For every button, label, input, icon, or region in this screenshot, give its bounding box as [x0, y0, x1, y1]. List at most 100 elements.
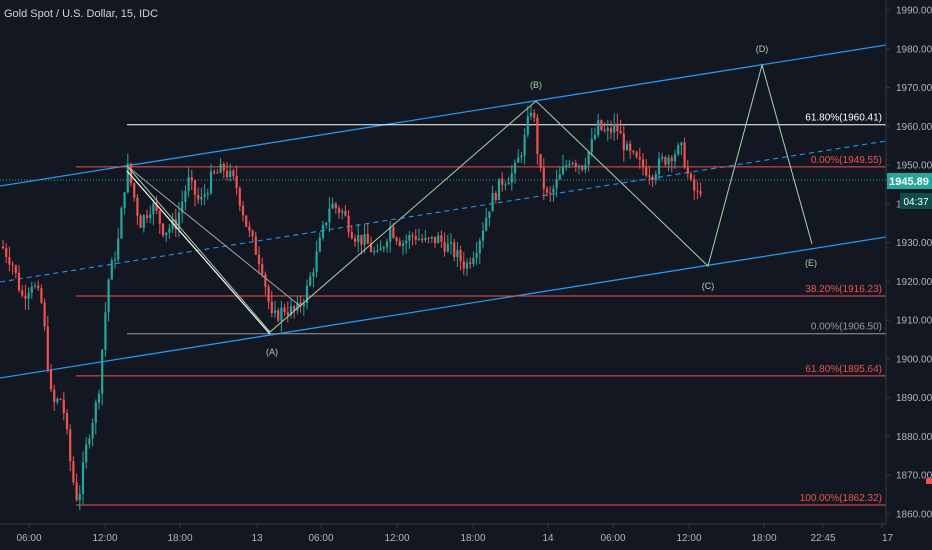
time-tick-label: 13	[251, 533, 263, 544]
time-tick-label: 22:45	[810, 533, 835, 544]
candle-body	[545, 188, 549, 193]
candle-body	[584, 164, 587, 170]
candle-body	[536, 117, 539, 155]
candle-body	[5, 248, 8, 257]
time-tick-label: 12:00	[676, 533, 701, 544]
price-tick-label: 1930.00	[896, 238, 932, 249]
candle-body	[321, 224, 325, 238]
candle-body	[139, 215, 142, 228]
candle-body	[539, 154, 542, 168]
candle-body	[350, 232, 353, 239]
candle-body	[699, 191, 702, 195]
candle-body	[21, 290, 24, 296]
candle-body	[481, 230, 485, 241]
candle-body	[430, 236, 433, 239]
candle-body	[622, 133, 625, 151]
candle-body	[565, 165, 568, 167]
candle-body	[136, 197, 139, 216]
candle-body	[366, 234, 369, 244]
candle-body	[641, 159, 645, 168]
candle-body	[398, 241, 401, 246]
candle-body	[408, 235, 411, 241]
candle-body	[414, 236, 417, 240]
candle-body	[677, 145, 680, 155]
candle-body	[465, 262, 469, 269]
candle-body	[334, 203, 337, 209]
candle-body	[693, 179, 696, 191]
candle-body	[174, 219, 177, 230]
fib-level-label: 0.00%(1906.50)	[811, 322, 882, 333]
candle-body	[440, 235, 443, 242]
price-tick-label: 1880.00	[896, 432, 932, 443]
time-tick-label: 06:00	[16, 533, 41, 544]
candle-body	[312, 272, 315, 277]
candle-body	[369, 243, 373, 253]
candle-body	[510, 173, 513, 183]
candle-body	[363, 234, 366, 245]
time-tick-label: 06:00	[308, 533, 333, 544]
candle-body	[203, 194, 206, 197]
candle-body	[632, 151, 635, 153]
candle-body	[283, 307, 286, 313]
candle-body	[149, 214, 152, 218]
candle-body	[581, 165, 584, 170]
candle-body	[475, 253, 478, 258]
alert-marker	[926, 478, 932, 484]
candle-body	[177, 212, 181, 230]
candle-body	[376, 250, 379, 252]
time-tick-label: 18:00	[167, 533, 192, 544]
candle-body	[453, 242, 456, 258]
candle-body	[85, 444, 88, 463]
fib-level-label: 61.80%(1895.64)	[805, 364, 882, 375]
time-tick-label: 06:00	[600, 533, 625, 544]
fib-level-label: 100.00%(1862.32)	[800, 493, 882, 504]
candle-body	[635, 152, 638, 158]
fib-anchor-line	[126, 170, 271, 335]
candle-body	[270, 301, 273, 314]
candle-body	[526, 116, 529, 135]
fib-level-label: 61.80%(1960.41)	[805, 113, 882, 124]
candle-body	[331, 203, 334, 209]
candle-body	[206, 193, 209, 195]
candle-body	[158, 210, 161, 224]
candle-body	[126, 163, 129, 193]
candle-body	[235, 175, 238, 189]
candle-body	[392, 226, 395, 238]
candle-body	[181, 201, 184, 213]
candle-body	[145, 215, 149, 218]
candle-body	[542, 167, 545, 189]
candle-body	[213, 171, 216, 173]
candle-body	[417, 238, 421, 240]
price-tick-label: 1920.00	[896, 277, 932, 288]
candle-body	[197, 195, 200, 200]
candle-body	[625, 143, 629, 151]
candle-body	[27, 292, 30, 299]
last-price-badge	[887, 173, 932, 190]
candle-body	[443, 241, 446, 252]
candle-body	[245, 215, 248, 227]
candle-body	[507, 182, 510, 185]
candle-body	[56, 398, 59, 403]
candle-body	[75, 482, 78, 501]
candle-body	[69, 429, 72, 462]
candle-body	[161, 223, 165, 236]
candle-body	[629, 143, 632, 152]
candle-body	[43, 302, 46, 327]
wave-zigzag-line	[126, 63, 813, 333]
candle-body	[517, 157, 520, 163]
candle-body	[216, 172, 219, 174]
candle-body	[53, 389, 56, 403]
candle-body	[373, 251, 376, 253]
fib-level-label: 0.00%(1949.55)	[811, 155, 882, 166]
time-tick-label: 18:00	[460, 533, 485, 544]
candle-body	[360, 234, 363, 245]
candle-body	[462, 261, 465, 269]
candle-body	[497, 178, 501, 201]
candle-body	[168, 228, 171, 233]
candle-body	[491, 193, 494, 212]
candle-body	[11, 264, 14, 266]
candle-body	[459, 250, 462, 262]
price-tick-label: 1870.00	[896, 471, 932, 482]
candle-body	[107, 279, 110, 313]
